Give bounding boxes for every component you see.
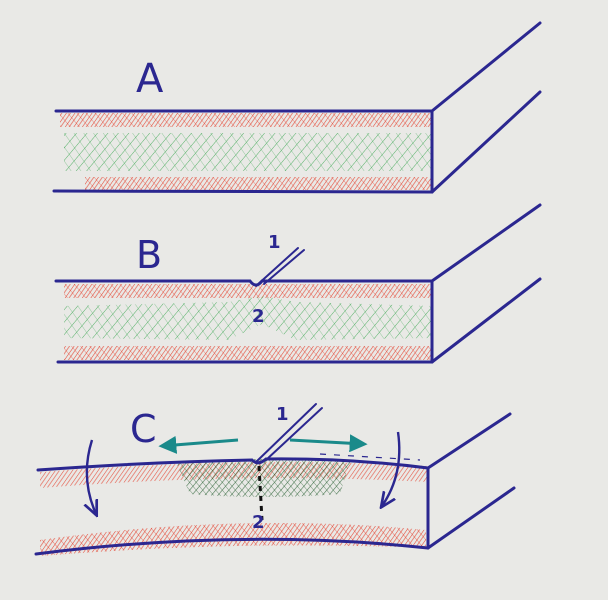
panel-c-beam-outline bbox=[34, 412, 516, 556]
reference-dashed-line bbox=[319, 453, 421, 461]
left-tension-arrow bbox=[158, 435, 239, 454]
panel-b-marker-1: 1 bbox=[268, 232, 281, 253]
panel-b-label: B bbox=[136, 233, 162, 277]
panel-a: A bbox=[52, 21, 542, 194]
panel-b: B 1 2 bbox=[54, 203, 542, 364]
panel-c-marker-1: 1 bbox=[276, 404, 289, 425]
right-tension-arrow bbox=[289, 434, 368, 453]
panel-c-label: C bbox=[130, 407, 157, 451]
panel-c-indenter bbox=[255, 403, 323, 463]
panel-c-marker-2: 2 bbox=[252, 512, 265, 533]
panel-a-beam-outline bbox=[52, 21, 542, 194]
panel-b-indenter bbox=[255, 247, 305, 287]
panel-b-marker-2: 2 bbox=[252, 306, 265, 327]
panel-c: C 1 2 bbox=[34, 403, 516, 556]
panel-a-label: A bbox=[136, 56, 164, 102]
right-bending-arrow bbox=[382, 431, 401, 506]
left-bending-arrow bbox=[87, 439, 96, 514]
